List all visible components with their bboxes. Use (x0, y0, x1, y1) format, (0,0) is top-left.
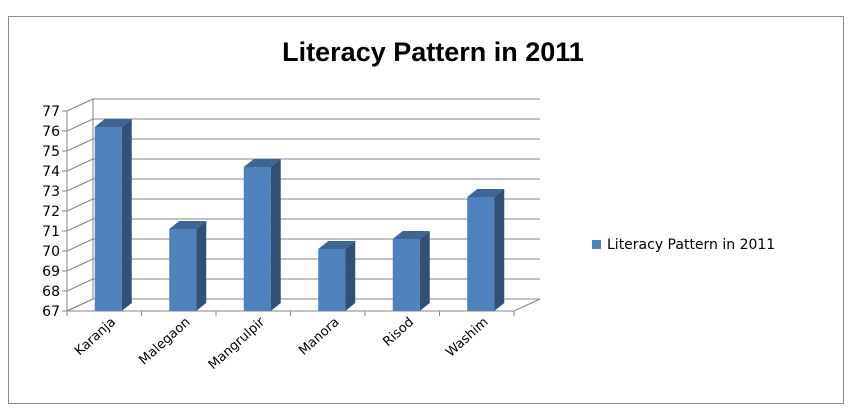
side-wall-line (66, 158, 94, 172)
y-tick-label: 69 (42, 264, 60, 280)
bar-top (169, 221, 207, 229)
legend-swatch (592, 240, 601, 249)
y-tick-label: 74 (42, 164, 60, 180)
chart-frame: Literacy Pattern in 2011 67 68 69 70 71 72 73 7… (8, 16, 844, 404)
bar-top (392, 231, 430, 239)
side-wall-line (66, 238, 94, 252)
y-tick-label: 73 (42, 184, 60, 200)
bar-front (318, 249, 346, 311)
bar-top (94, 119, 132, 127)
bar-side (196, 221, 207, 311)
bar-side (345, 241, 356, 311)
bar-front (243, 167, 271, 311)
side-wall-line (66, 118, 94, 132)
side-wall-line (66, 218, 94, 232)
bar-front (94, 127, 122, 311)
y-tick-label: 71 (42, 224, 60, 240)
bar-side (121, 119, 132, 311)
bar-side (494, 189, 505, 311)
side-wall-line (66, 98, 94, 112)
side-wall-line (66, 278, 94, 292)
y-tick-label: 77 (42, 104, 60, 120)
floor-right-edge (513, 298, 541, 312)
bar-side (270, 159, 281, 311)
y-tick-label: 67 (42, 304, 60, 320)
side-wall-line (66, 198, 94, 212)
chart-title: Literacy Pattern in 2011 (282, 37, 584, 67)
side-wall-line (66, 258, 94, 272)
bar-top (243, 159, 281, 167)
x-tick-label: Karanja (72, 315, 119, 359)
literacy-chart: Literacy Pattern in 2011 67 68 69 70 71 72 73 7… (42, 37, 775, 373)
x-tick-label: Washim (443, 315, 491, 360)
bar-front (169, 229, 197, 311)
x-tick-label: Mangrulpir (206, 314, 269, 372)
y-tick-label: 68 (42, 284, 60, 300)
bar-front (392, 239, 420, 311)
side-wall-line (66, 178, 94, 192)
x-tick-label: Risod (380, 315, 417, 350)
bar-top (318, 241, 356, 249)
y-tick-label: 75 (42, 144, 60, 160)
y-tick-label: 72 (42, 204, 60, 220)
bar-top (467, 189, 505, 197)
x-tick-label: Malegaon (136, 315, 193, 368)
legend-label: Literacy Pattern in 2011 (607, 237, 775, 253)
x-tick-label: Manora (296, 315, 342, 359)
side-wall-line (66, 298, 94, 312)
bar-front (467, 197, 495, 311)
y-tick-label: 70 (42, 244, 60, 260)
bar-side (419, 231, 430, 311)
side-wall-line (66, 138, 94, 152)
y-tick-label: 76 (42, 124, 60, 140)
